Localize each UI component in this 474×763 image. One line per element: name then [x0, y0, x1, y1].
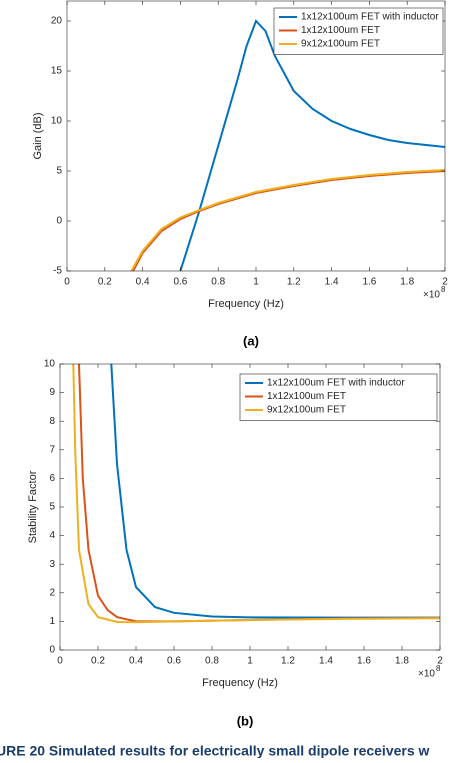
x-tick-label: 1.6 — [357, 656, 371, 667]
x-tick-label: 1.4 — [319, 656, 333, 667]
x-tick-label: 1.6 — [362, 277, 376, 288]
caption: URE 20 Simulated results for electricall… — [0, 743, 430, 758]
legend-label: 1x12x100um FET — [267, 391, 346, 402]
x-multiplier: ×10 — [423, 290, 440, 301]
x-tick-label: 2 — [437, 656, 443, 667]
y-tick-label: 0 — [56, 216, 62, 227]
y-tick-label: 3 — [49, 559, 55, 570]
x-tick-label: 0.2 — [98, 277, 112, 288]
y-tick-label: 7 — [49, 444, 55, 455]
x-tick-label: 1 — [247, 656, 253, 667]
y-axis-label: Gain (dB) — [32, 112, 44, 159]
y-tick-label: 5 — [56, 166, 62, 177]
x-tick-label: 0.6 — [173, 277, 187, 288]
y-tick-label: 1 — [49, 616, 55, 627]
legend-label: 9x12x100um FET — [301, 39, 380, 50]
x-exponent: 8 — [436, 664, 441, 673]
legend-label: 9x12x100um FET — [267, 405, 346, 416]
y-tick-label: 9 — [49, 387, 55, 398]
series-line — [72, 363, 441, 624]
y-tick-label: 10 — [44, 359, 56, 370]
x-tick-label: 0.4 — [129, 656, 143, 667]
x-axis-label: Frequency (Hz) — [208, 298, 284, 310]
panel-label: (b) — [237, 713, 254, 728]
y-tick-label: 6 — [49, 473, 55, 484]
y-tick-label: 15 — [51, 66, 63, 77]
y-tick-label: 20 — [51, 16, 63, 27]
y-tick-label: 4 — [49, 530, 55, 541]
y-tick-label: 10 — [51, 116, 63, 127]
y-axis-label: Stability Factor — [27, 470, 39, 543]
panel-label: (a) — [243, 333, 259, 348]
series-line — [130, 169, 446, 272]
x-exponent: 8 — [441, 285, 446, 294]
x-tick-label: 0.8 — [211, 277, 225, 288]
y-tick-label: 2 — [49, 587, 55, 598]
legend-label: 1x12x100um FET — [301, 25, 380, 36]
series-line — [110, 363, 440, 619]
y-tick-label: 5 — [49, 502, 55, 513]
legend-box — [239, 373, 438, 421]
x-tick-label: 1.8 — [400, 277, 414, 288]
x-tick-label: 0.2 — [91, 656, 105, 667]
x-tick-label: 0.8 — [205, 656, 219, 667]
x-tick-label: 0 — [57, 656, 63, 667]
x-tick-label: 0 — [64, 277, 70, 288]
x-tick-label: 1.2 — [281, 656, 295, 667]
legend-label: 1x12x100um FET with inductor — [267, 378, 405, 389]
x-multiplier: ×10 — [418, 669, 435, 680]
x-tick-label: 1.8 — [395, 656, 409, 667]
x-tick-label: 2 — [442, 277, 448, 288]
x-tick-label: 0.4 — [136, 277, 150, 288]
x-tick-label: 0.6 — [167, 656, 181, 667]
series-line — [179, 19, 446, 272]
x-tick-label: 1.4 — [325, 277, 339, 288]
legend-box — [273, 7, 444, 55]
x-tick-label: 1.2 — [287, 277, 301, 288]
x-tick-label: 1 — [253, 277, 259, 288]
legend-label: 1x12x100um FET with inductor — [301, 12, 439, 23]
y-tick-label: -5 — [53, 266, 62, 277]
y-tick-label: 8 — [49, 416, 55, 427]
x-axis-label: Frequency (Hz) — [202, 677, 278, 689]
y-tick-label: 0 — [49, 645, 55, 656]
